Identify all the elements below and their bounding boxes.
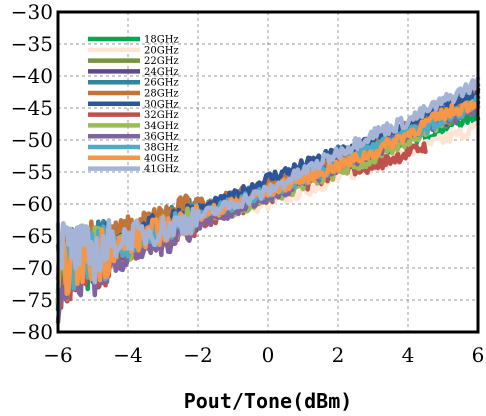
legend-label-26GHz: 26GHz — [144, 78, 179, 89]
x-tick-label: 6 — [472, 343, 485, 367]
y-tick-label: −70 — [11, 256, 53, 280]
x-tick-label: −4 — [113, 343, 142, 367]
x-tick-label: −6 — [43, 343, 72, 367]
x-tick-label: −2 — [183, 343, 212, 367]
y-tick-label: −55 — [11, 160, 53, 184]
y-tick-label: −35 — [11, 32, 53, 56]
legend-label-24GHz: 24GHz — [144, 67, 179, 78]
y-tick-label: −75 — [11, 288, 53, 312]
plot-frame — [56, 10, 480, 334]
legend-label-30GHz: 30GHz — [144, 99, 179, 110]
x-tick-label: 0 — [262, 343, 275, 367]
y-tick-labels: −30 −35 −40 −45 −50 −55 −60 −65 −70 −75 −80 — [11, 0, 53, 344]
y-tick-label: −30 — [11, 0, 53, 24]
legend-label-28GHz: 28GHz — [144, 89, 179, 100]
legend-label-34GHz: 34GHz — [144, 121, 179, 132]
x-tick-labels: −6 −4 −2 0 2 4 6 — [43, 343, 484, 367]
legend-label-38GHz: 38GHz — [144, 143, 179, 154]
y-tick-label: −60 — [11, 192, 53, 216]
y-tick-label: −50 — [11, 128, 53, 152]
y-tick-label: −45 — [11, 96, 53, 120]
x-axis-label: Pout/Tone(dBm) — [184, 389, 353, 413]
legend-label-32GHz: 32GHz — [144, 110, 179, 121]
series-line-41GHz — [55, 76, 481, 285]
legend-label-36GHz: 36GHz — [144, 132, 179, 143]
legend-label-41GHz: 41GHz — [144, 164, 179, 175]
series-lines — [55, 76, 481, 325]
legend-label-20GHz: 20GHz — [144, 45, 179, 56]
x-tick-label: 4 — [402, 343, 415, 367]
legend-label-40GHz: 40GHz — [144, 153, 179, 164]
y-tick-label: −65 — [11, 224, 53, 248]
legend-label-22GHz: 22GHz — [144, 56, 179, 67]
x-tick-label: 2 — [332, 343, 345, 367]
y-tick-label: −80 — [11, 320, 53, 344]
legend: 18GHz20GHz22GHz24GHz26GHz28GHz30GHz32GHz… — [88, 35, 179, 175]
legend-label-18GHz: 18GHz — [144, 35, 179, 46]
y-tick-label: −40 — [11, 64, 53, 88]
